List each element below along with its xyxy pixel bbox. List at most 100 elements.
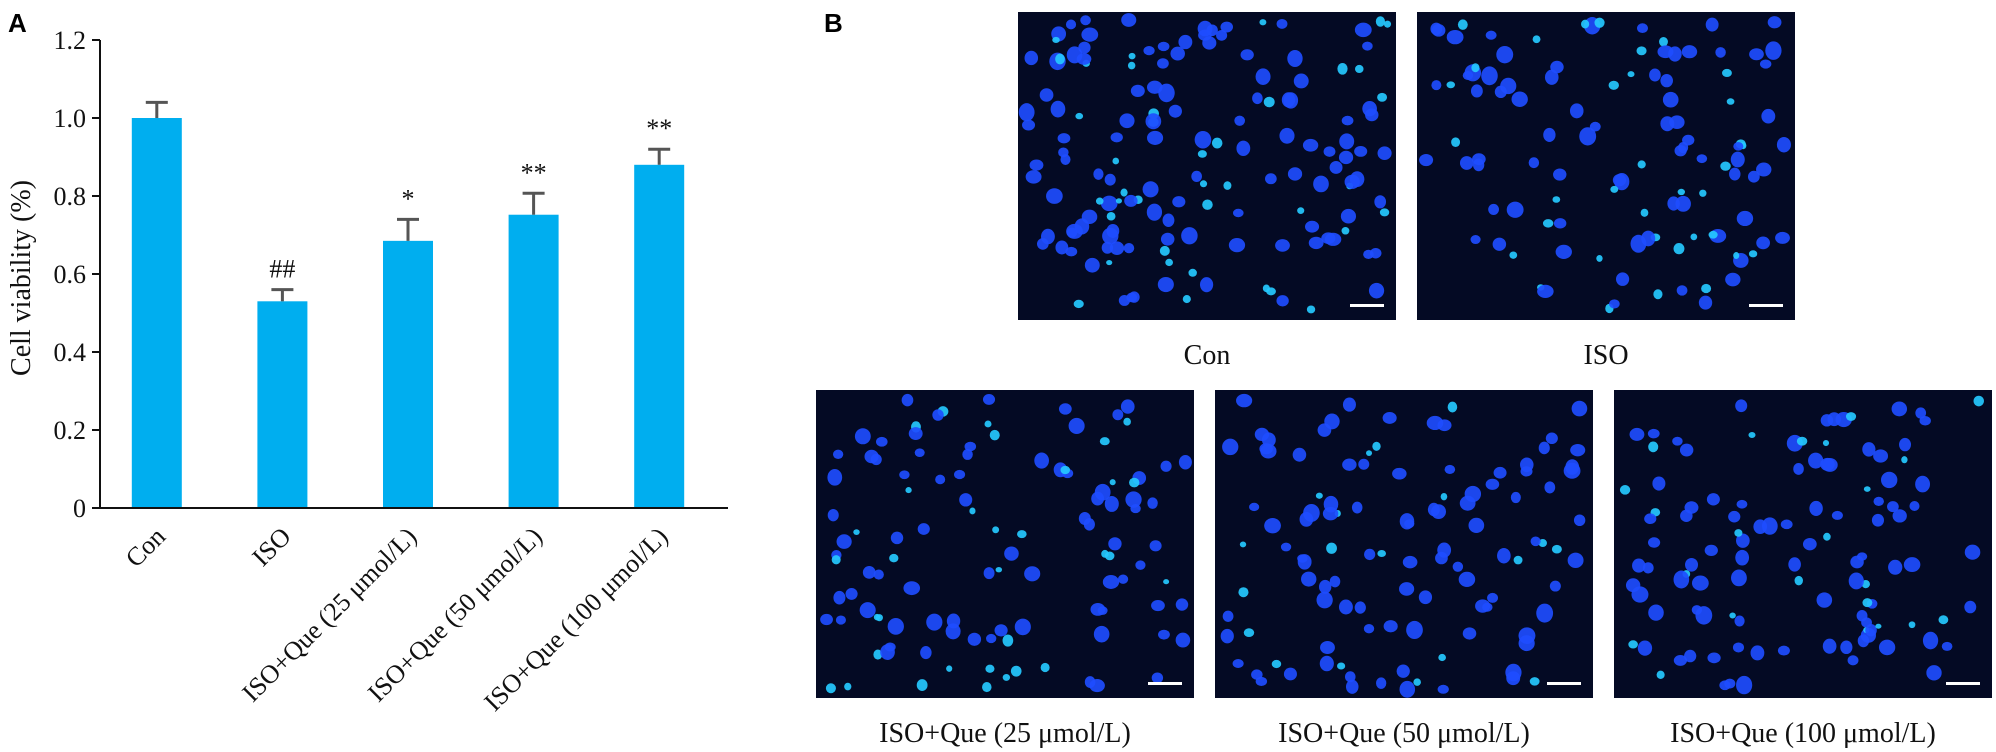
nucleus: [1055, 53, 1065, 65]
nucleus: [1297, 554, 1312, 570]
nucleus: [1721, 68, 1732, 78]
x-tick-label: ISO: [247, 522, 297, 572]
nucleus: [982, 394, 996, 405]
y-axis: 0 0.2 0.4 0.6 0.8 1.0 1.2: [54, 26, 100, 523]
nucleus: [917, 523, 930, 535]
nucleus: [1163, 579, 1170, 585]
nucleus: [1919, 416, 1931, 426]
nucleus: [1339, 133, 1355, 150]
nucleus: [1081, 209, 1098, 224]
nucleus: [1513, 555, 1523, 565]
nucleus: [1172, 196, 1186, 208]
nucleus: [1199, 180, 1208, 188]
nucleus: [1756, 162, 1772, 177]
nucleus: [1458, 571, 1476, 588]
nucleus: [1922, 631, 1939, 650]
nucleus: [1112, 409, 1124, 421]
scale-bar: [1350, 304, 1384, 307]
nucleus: [1542, 219, 1554, 228]
micrograph-caption: ISO: [1583, 340, 1628, 371]
nucleus: [1520, 466, 1533, 477]
nucleus: [1729, 167, 1741, 181]
nucleus: [1276, 295, 1289, 307]
nucleus: [854, 428, 871, 445]
nucleus: [1392, 467, 1407, 480]
nucleus: [1862, 598, 1873, 608]
nucleus: [1121, 13, 1137, 27]
nucleus: [1492, 237, 1507, 251]
nucleus: [1808, 452, 1824, 469]
nucleus: [1142, 181, 1159, 198]
nucleus: [1589, 121, 1601, 132]
nucleus: [1736, 533, 1750, 548]
nucleus: [1964, 544, 1981, 560]
nucleus: [1376, 677, 1387, 689]
nucleus: [1856, 552, 1868, 561]
nucleus: [1076, 53, 1092, 65]
nucleus: [1873, 496, 1884, 506]
nucleus: [1101, 241, 1114, 254]
nucleus: [1908, 621, 1916, 629]
nucleus: [1878, 639, 1896, 656]
nucleus: [1887, 501, 1899, 513]
y-tick-label: 0: [73, 494, 86, 523]
nucleus: [1341, 226, 1350, 235]
nucleus: [1941, 641, 1953, 651]
significance-marker: **: [646, 114, 672, 143]
nucleus: [1299, 511, 1314, 527]
nucleus: [1685, 557, 1699, 572]
nucleus: [1682, 134, 1695, 146]
nucleus: [1673, 654, 1688, 666]
nucleus: [1642, 562, 1654, 574]
nucleus: [1873, 449, 1889, 463]
nucleus: [1715, 47, 1726, 58]
nucleus: [1926, 665, 1942, 681]
nucleus: [1518, 627, 1536, 644]
nucleus: [1004, 546, 1019, 561]
nucleus: [1831, 510, 1843, 520]
nucleus: [1637, 160, 1646, 169]
nucleus: [1034, 452, 1049, 469]
nucleus: [1095, 197, 1104, 205]
nucleus: [1355, 64, 1364, 74]
nucleus: [1636, 23, 1648, 34]
nucleus: [889, 553, 899, 563]
y-tick-label: 1.2: [54, 26, 87, 55]
nucleus: [1130, 504, 1141, 514]
nucleus: [1704, 544, 1718, 556]
nucleus: [1528, 157, 1540, 169]
nucleus: [1243, 628, 1255, 638]
nucleus: [1596, 255, 1603, 262]
nucleus: [1823, 532, 1831, 541]
micrograph: ISO+Que (50 μmol/L): [1215, 390, 1593, 749]
nucleus: [1684, 649, 1697, 663]
nucleus: [1761, 517, 1778, 535]
nucleus: [1464, 485, 1482, 503]
nucleus: [1809, 500, 1823, 516]
nucleus: [1337, 62, 1348, 75]
nucleus: [1354, 601, 1366, 614]
nucleus: [1731, 569, 1747, 587]
nucleus: [1506, 671, 1521, 686]
nucleus: [1118, 295, 1131, 306]
nucleus: [844, 682, 852, 691]
micrograph: ISO+Que (25 μmol/L): [816, 390, 1194, 749]
nucleus: [1827, 412, 1841, 427]
nucleus: [827, 469, 843, 486]
nucleus: [1609, 299, 1620, 309]
nucleus: [1822, 638, 1837, 654]
nucleus: [1509, 251, 1518, 259]
nucleus: [1759, 59, 1772, 69]
nucleus: [1123, 417, 1131, 426]
nucleus: [1090, 603, 1106, 616]
nucleus: [1708, 230, 1718, 239]
nucleus: [1657, 45, 1674, 59]
nucleus: [1459, 156, 1474, 170]
nucleus: [1329, 575, 1341, 588]
nucleus: [1845, 412, 1857, 421]
nucleus: [1157, 58, 1169, 69]
nucleus: [1610, 185, 1619, 193]
nucleus: [1220, 628, 1234, 644]
nucleus: [1629, 427, 1645, 441]
